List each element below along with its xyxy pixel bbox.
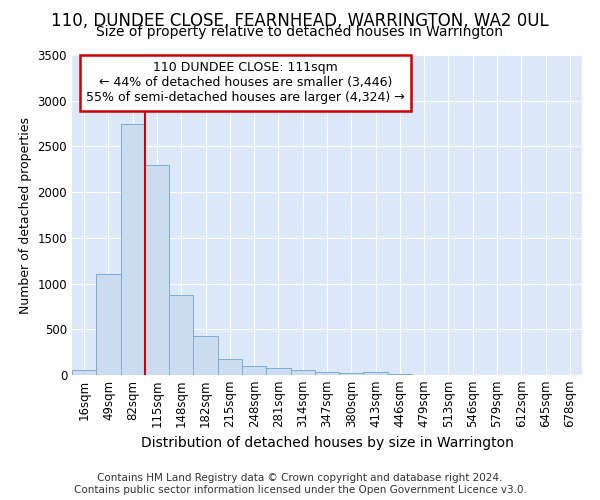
Bar bbox=[96, 274, 121, 375]
Bar bbox=[290, 370, 315, 375]
Bar bbox=[169, 295, 193, 375]
Bar bbox=[218, 359, 242, 375]
Bar bbox=[72, 370, 96, 375]
Text: Size of property relative to detached houses in Warrington: Size of property relative to detached ho… bbox=[97, 25, 503, 39]
Y-axis label: Number of detached properties: Number of detached properties bbox=[19, 116, 32, 314]
Bar bbox=[242, 366, 266, 375]
Text: 110 DUNDEE CLOSE: 111sqm
← 44% of detached houses are smaller (3,446)
55% of sem: 110 DUNDEE CLOSE: 111sqm ← 44% of detach… bbox=[86, 62, 405, 104]
Text: 110, DUNDEE CLOSE, FEARNHEAD, WARRINGTON, WA2 0UL: 110, DUNDEE CLOSE, FEARNHEAD, WARRINGTON… bbox=[51, 12, 549, 30]
X-axis label: Distribution of detached houses by size in Warrington: Distribution of detached houses by size … bbox=[140, 436, 514, 450]
Bar bbox=[266, 368, 290, 375]
Bar bbox=[364, 372, 388, 375]
Bar bbox=[121, 124, 145, 375]
Bar bbox=[145, 164, 169, 375]
Text: Contains HM Land Registry data © Crown copyright and database right 2024.
Contai: Contains HM Land Registry data © Crown c… bbox=[74, 474, 526, 495]
Bar bbox=[388, 374, 412, 375]
Bar bbox=[193, 336, 218, 375]
Bar bbox=[339, 373, 364, 375]
Bar bbox=[315, 372, 339, 375]
